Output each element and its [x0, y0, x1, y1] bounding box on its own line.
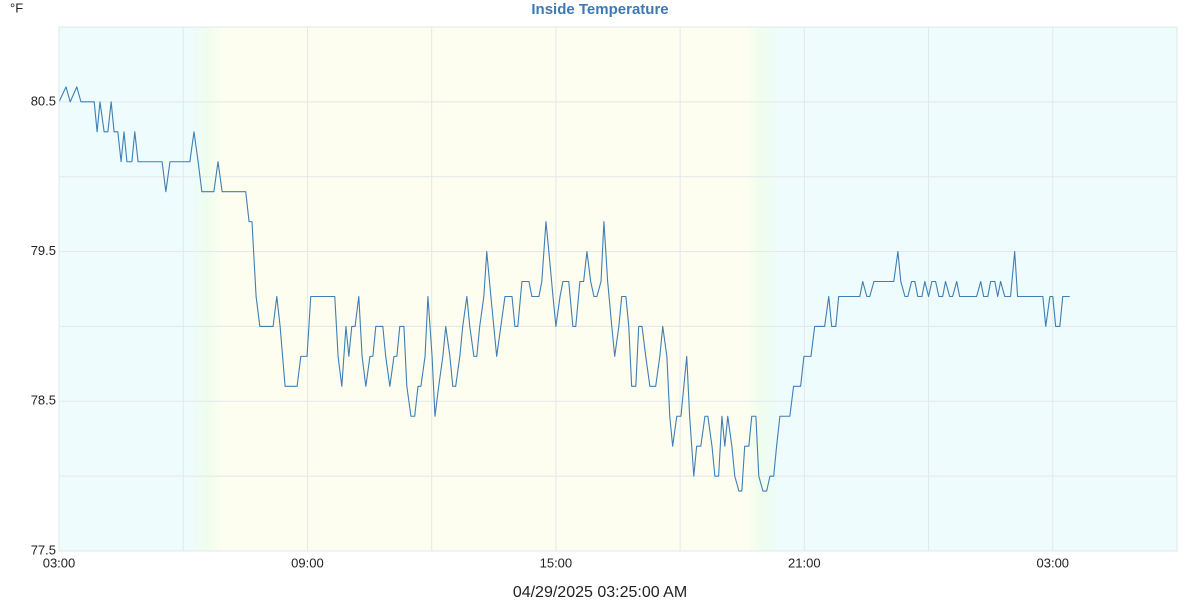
plot-background — [59, 27, 1177, 551]
y-tick-label: 80.5 — [31, 93, 56, 108]
line-series — [58, 86, 1070, 492]
x-tick-label: 09:00 — [291, 555, 324, 570]
x-tick-label: 03:00 — [43, 555, 76, 570]
y-tick-label: 78.5 — [31, 393, 56, 408]
plot: 77.5 78.5 79.5 80.5 03:00 09:00 15:00 21:00 03:0… — [31, 27, 1178, 570]
x-axis-label: 04/29/2025 03:25:00 AM — [513, 584, 687, 600]
y-unit: °F — [10, 0, 23, 15]
x-tick-label: 15:00 — [540, 555, 573, 570]
y-tick-label: 79.5 — [31, 243, 56, 258]
y-tick-label: 77.5 — [31, 542, 56, 557]
chart-title: Inside Temperature — [531, 1, 668, 18]
x-tick-label: 03:00 — [1037, 555, 1070, 570]
x-tick-label: 21:00 — [788, 555, 821, 570]
plot-border — [58, 26, 1178, 552]
